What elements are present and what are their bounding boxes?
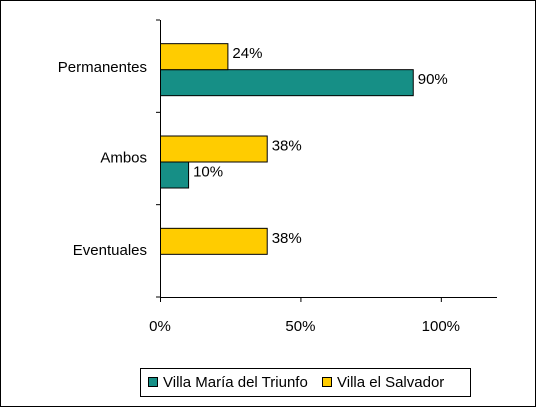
y-tick-label: Ambos [100, 149, 147, 166]
value-label: 10% [193, 163, 223, 180]
bar [160, 69, 414, 97]
x-tick-label: 50% [285, 318, 315, 335]
value-label: 38% [272, 230, 302, 247]
y-tick-label: Permanentes [58, 59, 147, 76]
bar [160, 43, 229, 71]
legend-swatch [148, 377, 158, 387]
legend-swatch [322, 377, 332, 387]
value-label: 24% [232, 45, 262, 62]
value-label: 38% [272, 137, 302, 154]
value-label: 90% [418, 71, 448, 88]
bar [160, 227, 268, 255]
legend-label: Villa María del Triunfo [163, 374, 308, 391]
y-tick-label: Eventuales [73, 242, 147, 259]
legend-box [140, 368, 471, 397]
bar [160, 161, 190, 189]
x-tick-label: 100% [422, 318, 460, 335]
x-tick-label: 0% [149, 318, 171, 335]
legend-label: Villa el Salvador [337, 374, 444, 391]
bar [160, 135, 268, 163]
